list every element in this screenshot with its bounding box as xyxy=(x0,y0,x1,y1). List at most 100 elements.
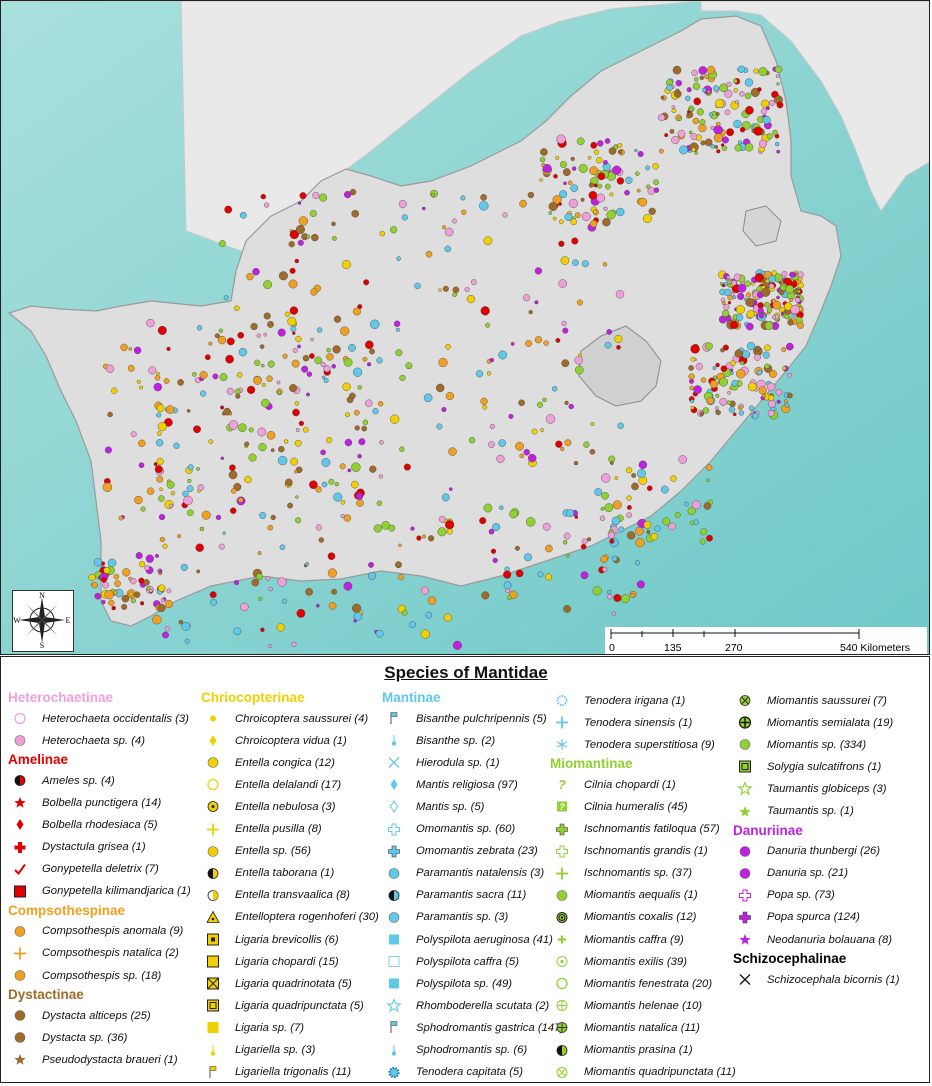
occurrence-marker xyxy=(627,505,632,510)
occurrence-marker xyxy=(320,362,326,368)
occurrence-marker xyxy=(321,458,331,467)
occurrence-marker xyxy=(107,411,113,418)
occurrence-marker xyxy=(646,485,653,492)
occurrence-marker xyxy=(309,353,315,359)
occurrence-marker xyxy=(775,74,780,78)
occurrence-marker xyxy=(758,313,765,319)
occurrence-marker xyxy=(562,540,568,545)
occurrence-marker xyxy=(514,545,520,551)
occurrence-marker xyxy=(169,503,174,508)
occurrence-marker xyxy=(556,134,566,144)
occurrence-marker xyxy=(732,412,737,417)
occurrence-marker xyxy=(715,410,721,416)
occurrence-marker xyxy=(566,554,570,558)
occurrence-marker xyxy=(310,288,318,296)
legend-entry-label: Cilnia humeralis (45) xyxy=(584,800,688,813)
occurrence-marker xyxy=(390,226,398,234)
legend-entry-label: Entella taborana (1) xyxy=(235,867,335,880)
occurrence-marker xyxy=(448,487,453,491)
occurrence-marker xyxy=(545,573,552,581)
occurrence-marker xyxy=(746,322,754,331)
occurrence-marker xyxy=(724,89,733,98)
occurrence-marker xyxy=(559,160,567,168)
legend-entry: Ligaria quadrinotata (5) xyxy=(200,973,352,994)
occurrence-marker xyxy=(180,563,189,572)
square-blue-icon xyxy=(381,973,407,994)
occurrence-marker xyxy=(593,209,598,214)
occurrence-marker xyxy=(362,419,369,425)
map-canvas[interactable] xyxy=(1,1,930,655)
occurrence-marker xyxy=(537,401,544,408)
occurrence-marker xyxy=(156,412,162,418)
occurrence-marker xyxy=(379,440,384,445)
occurrence-marker xyxy=(379,230,385,237)
occurrence-marker xyxy=(657,113,666,122)
occurrence-marker xyxy=(88,573,96,582)
occurrence-marker xyxy=(197,484,205,491)
occurrence-marker xyxy=(312,191,320,199)
occurrence-marker xyxy=(442,285,449,292)
legend-group-title: Miomantinae xyxy=(550,756,633,772)
occurrence-marker xyxy=(121,594,130,603)
occurrence-marker xyxy=(713,133,723,143)
occurrence-marker xyxy=(752,412,759,420)
occurrence-marker xyxy=(217,335,227,345)
occurrence-marker xyxy=(309,480,318,490)
occurrence-marker xyxy=(302,426,309,433)
occurrence-marker xyxy=(715,393,720,398)
occurrence-marker xyxy=(237,423,247,433)
occurrence-marker xyxy=(540,148,548,156)
occurrence-marker xyxy=(399,446,405,452)
occurrence-marker xyxy=(515,569,524,578)
legend-panel: Species of Mantidae Heterochaetinae Heter… xyxy=(0,656,930,1083)
occurrence-marker xyxy=(621,594,630,604)
occurrence-marker xyxy=(542,397,547,403)
occurrence-marker xyxy=(787,319,794,326)
occurrence-marker xyxy=(373,524,382,533)
occurrence-marker xyxy=(448,447,457,456)
tri-yellow-icon xyxy=(200,907,226,928)
occurrence-marker xyxy=(671,135,680,145)
legend-entry: Paramantis sacra (11) xyxy=(381,885,526,906)
occurrence-marker xyxy=(542,522,551,531)
occurrence-marker xyxy=(706,397,715,405)
occurrence-marker xyxy=(356,499,364,507)
occurrence-marker xyxy=(357,385,362,390)
occurrence-marker xyxy=(698,66,708,75)
occurrence-marker xyxy=(715,121,721,127)
occurrence-marker xyxy=(754,273,764,283)
occurrence-marker xyxy=(398,200,407,209)
occurrence-marker xyxy=(158,495,165,502)
occurrence-marker xyxy=(428,535,435,542)
legend-entry: Chroicoptera saussurei (4) xyxy=(200,708,368,729)
occurrence-marker xyxy=(675,88,680,93)
occurrence-marker xyxy=(732,295,737,300)
occurrence-marker xyxy=(737,283,747,293)
occurrence-marker xyxy=(351,462,361,472)
occurrence-marker xyxy=(761,287,771,297)
box-yellow-icon xyxy=(200,951,226,972)
occurrence-marker xyxy=(295,495,299,499)
occurrence-markers xyxy=(88,65,804,650)
occurrence-marker xyxy=(611,516,621,526)
pluscircle2-green-icon xyxy=(549,1017,575,1038)
dot-brown-icon xyxy=(7,1027,33,1048)
occurrence-marker xyxy=(349,188,357,196)
occurrence-marker xyxy=(726,400,732,406)
occurrence-marker xyxy=(729,320,739,329)
occurrence-marker xyxy=(295,224,305,234)
occurrence-marker xyxy=(765,106,770,111)
map-panel[interactable]: N S E W 0 135 270 540 Kilometers xyxy=(0,0,930,655)
occurrence-marker xyxy=(764,344,771,352)
occurrence-marker xyxy=(166,346,171,351)
occurrence-marker xyxy=(775,141,780,147)
occurrence-marker xyxy=(746,342,756,351)
legend-entry: Compsothespis natalica (2) xyxy=(7,943,179,964)
occurrence-marker xyxy=(164,599,173,608)
occurrence-marker xyxy=(566,509,575,518)
occurrence-marker xyxy=(349,392,356,400)
occurrence-marker xyxy=(393,320,401,327)
occurrence-marker xyxy=(666,84,673,91)
occurrence-marker xyxy=(759,139,768,148)
occurrence-marker xyxy=(470,279,477,285)
